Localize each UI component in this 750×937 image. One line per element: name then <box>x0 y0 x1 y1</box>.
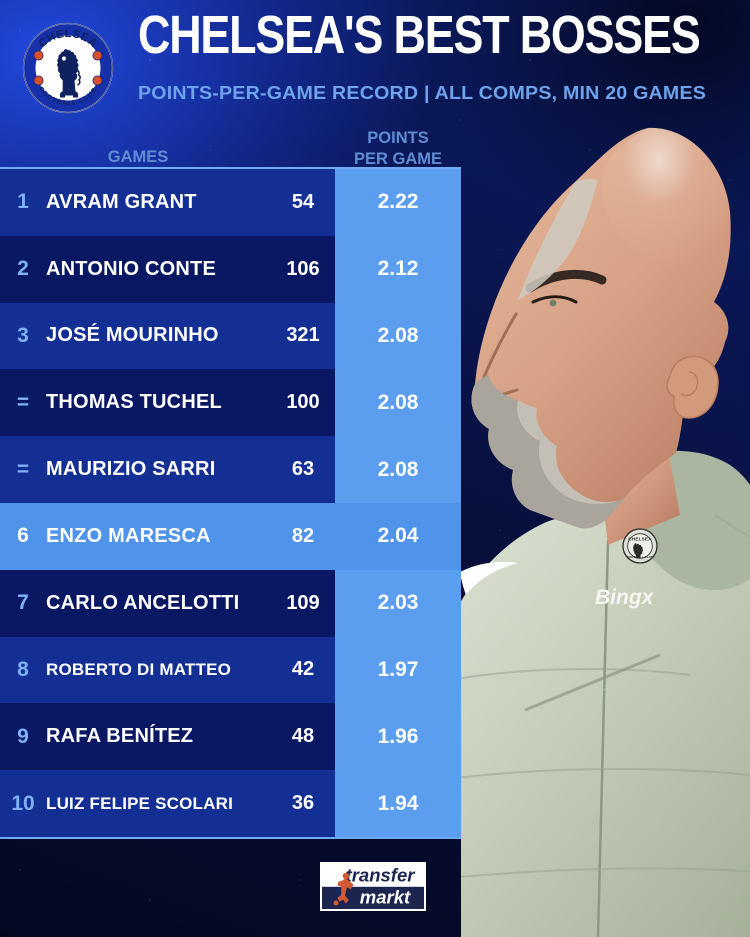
svg-text:markt: markt <box>360 887 411 908</box>
svg-text:transfer: transfer <box>346 865 417 886</box>
svg-text:CHELSEA: CHELSEA <box>628 537 652 542</box>
svg-text:Bingx: Bingx <box>595 586 655 609</box>
svg-text:FOOTBALL CLUB: FOOTBALL CLUB <box>627 555 654 559</box>
